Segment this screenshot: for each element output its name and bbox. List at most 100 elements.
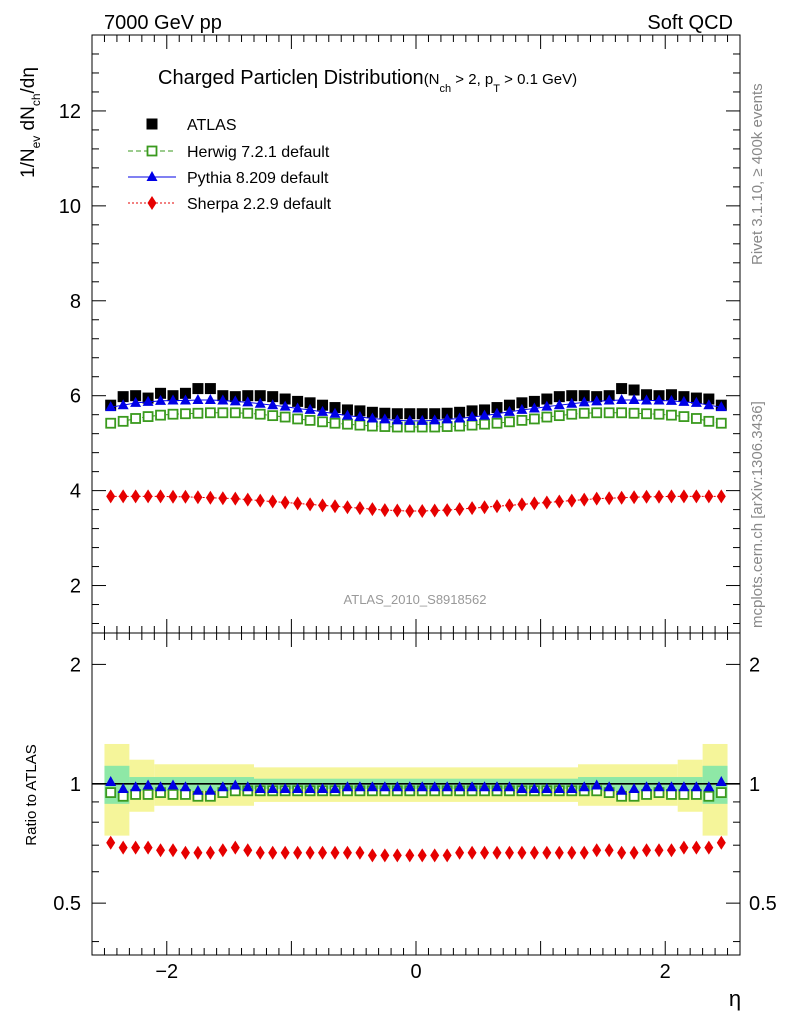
sherpa-point	[106, 489, 116, 504]
sherpa-point	[691, 489, 701, 504]
atlas-point	[366, 406, 378, 418]
sherpa-ratio-point	[455, 845, 465, 860]
pythia-point	[441, 413, 453, 424]
ratio-panel: −2 0 20.5 0.51 12 2	[53, 35, 777, 983]
pythia-point	[366, 412, 378, 423]
sherpa-point	[492, 499, 502, 514]
herwig-point	[342, 418, 353, 430]
pythia-point	[491, 407, 503, 418]
pythia-point	[130, 396, 142, 407]
herwig-point	[566, 408, 578, 420]
y-axis-label-part-b: dN	[18, 106, 39, 136]
atlas-legend-label: ATLAS	[187, 117, 237, 134]
herwig-point	[254, 408, 266, 420]
pythia-point	[553, 399, 565, 410]
herwig-point	[466, 419, 478, 431]
x-axis-label: η	[729, 986, 741, 1011]
sherpa-point	[156, 489, 166, 504]
analysis-id: ATLAS_2010_S8918562	[344, 592, 487, 607]
atlas-point	[491, 402, 503, 414]
atlas-point	[304, 397, 316, 409]
pythia-ratio-point	[429, 781, 441, 792]
sherpa-ratio-point	[330, 845, 340, 860]
sherpa-point	[293, 496, 303, 511]
chart-title-cuts-t: T	[493, 83, 500, 95]
pythia-legend-label: Pythia 8.209 default	[187, 170, 329, 187]
atlas-point	[404, 408, 416, 420]
atlas-point	[528, 395, 540, 407]
sherpa-point	[255, 493, 265, 508]
atlas-point	[466, 405, 478, 417]
pythia-ratio-point	[441, 781, 453, 792]
pythia-ratio-point	[329, 783, 341, 794]
sherpa-point	[442, 503, 452, 518]
sherpa-point	[716, 489, 726, 504]
pythia-point	[616, 393, 628, 404]
pythia-ratio-point	[503, 781, 515, 792]
pythia-point	[267, 399, 279, 410]
pythia-ratio-point	[304, 783, 316, 794]
atlas-point	[616, 383, 628, 395]
pythia-ratio-point	[204, 784, 216, 795]
pythia-ratio-point	[242, 781, 254, 792]
herwig-point	[666, 409, 677, 421]
sherpa-point	[417, 504, 427, 519]
herwig-ratio-point	[703, 790, 715, 802]
sherpa-ratio-point	[716, 835, 726, 850]
sherpa-point	[604, 491, 614, 506]
herwig-point	[292, 413, 304, 425]
pythia-ratio-point	[715, 776, 727, 787]
atlas-point	[292, 395, 304, 407]
atlas-point	[553, 391, 565, 403]
herwig-ratio-point	[690, 789, 702, 800]
sherpa-ratio-point	[629, 845, 639, 860]
sherpa-point	[392, 503, 402, 518]
atlas-point	[578, 390, 590, 402]
pythia-ratio-point	[416, 781, 428, 792]
chart-title-main: Charged Particleη Distribution	[158, 67, 424, 89]
y-axis-label-ratio: Ratio to ATLAS	[23, 744, 40, 845]
pythia-ratio-point	[690, 781, 702, 792]
pythia-point	[678, 395, 690, 406]
pythia-point	[566, 397, 578, 408]
pythia-ratio-point	[130, 781, 142, 792]
atlas-point	[204, 383, 216, 395]
atlas-point	[566, 390, 578, 402]
pythia-point	[665, 394, 677, 405]
ratio-y-tick-label: 0.5	[53, 893, 81, 915]
sherpa-point	[230, 491, 240, 506]
pythia-point	[703, 399, 715, 410]
sherpa-ratio-point	[293, 845, 303, 860]
herwig-point	[491, 417, 503, 429]
pythia-ratio-point	[516, 783, 528, 794]
y-tick-label: 4	[70, 481, 81, 503]
herwig-point	[167, 408, 179, 420]
pythia-point	[292, 402, 304, 413]
sherpa-ratio-point	[554, 845, 564, 860]
herwig-point	[541, 411, 553, 423]
pythia-point	[690, 396, 702, 407]
sherpa-point	[342, 500, 352, 515]
atlas-point	[155, 387, 167, 399]
pythia-ratio-point	[229, 779, 241, 790]
x-tick-label: −2	[155, 961, 178, 983]
herwig-point	[628, 407, 640, 419]
pythia-ratio-point	[105, 776, 117, 787]
sherpa-point	[455, 502, 465, 517]
sherpa-ratio-point	[579, 845, 589, 860]
atlas-legend-marker	[146, 118, 158, 130]
pythia-ratio-point	[155, 781, 167, 792]
sherpa-ratio-point	[318, 845, 328, 860]
pythia-point	[142, 395, 154, 406]
pythia-point	[179, 394, 191, 405]
pythia-point	[466, 411, 478, 422]
sherpa-point	[205, 490, 215, 505]
sherpa-ratio-point	[492, 845, 502, 860]
sherpa-point	[704, 489, 714, 504]
herwig-ratio-point	[142, 789, 154, 800]
atlas-point	[503, 399, 515, 411]
pythia-ratio-point	[591, 779, 603, 790]
sherpa-line	[110, 495, 722, 512]
pythia-legend-marker	[146, 171, 158, 181]
sherpa-point	[330, 499, 340, 514]
